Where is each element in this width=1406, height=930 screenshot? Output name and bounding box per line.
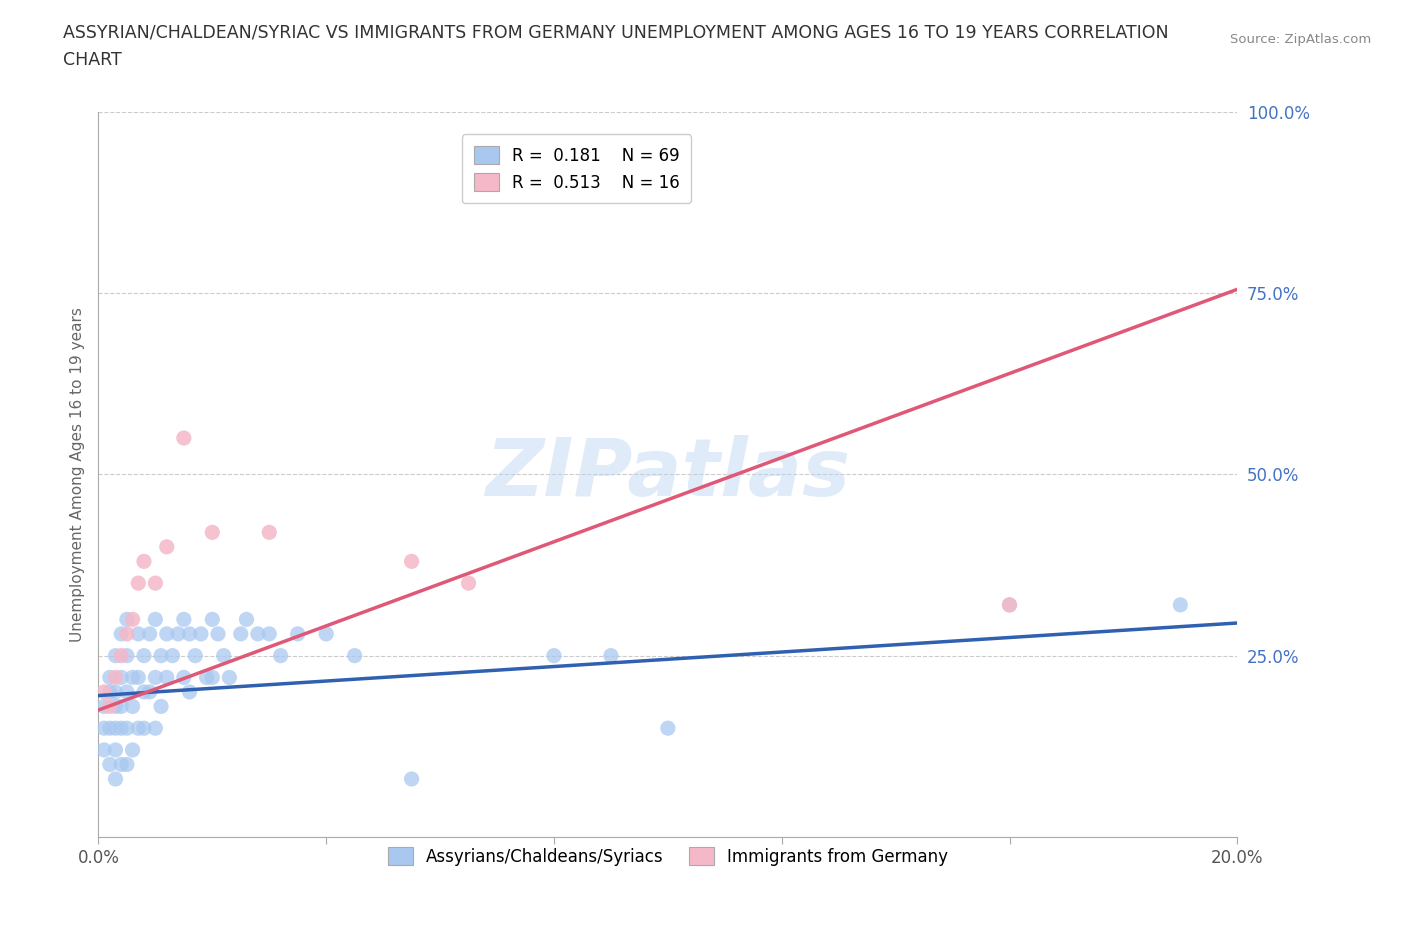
Point (98, 757, 121, 772)
Point (132, 648, 155, 663)
Point (98, 684, 121, 699)
Point (145, 721, 167, 736)
Point (201, 612, 224, 627)
Point (115, 648, 138, 663)
Point (121, 699, 143, 714)
Point (93, 721, 115, 736)
Point (179, 627, 201, 642)
Point (287, 627, 309, 642)
Point (270, 648, 292, 663)
Point (235, 612, 257, 627)
Point (600, 648, 623, 663)
Point (150, 699, 173, 714)
Point (190, 627, 212, 642)
Point (98, 670, 121, 684)
Text: Source: ZipAtlas.com: Source: ZipAtlas.com (1230, 33, 1371, 46)
Point (115, 627, 138, 642)
Point (93, 699, 115, 714)
Point (179, 684, 201, 699)
Point (115, 757, 138, 772)
Point (457, 576, 479, 591)
Point (115, 684, 138, 699)
Point (98, 721, 121, 736)
Point (138, 684, 160, 699)
Point (259, 525, 281, 539)
Point (343, 648, 366, 663)
Point (110, 699, 132, 714)
Point (212, 648, 235, 663)
Point (201, 525, 224, 539)
Point (121, 742, 143, 757)
Text: CHART: CHART (63, 51, 122, 69)
Point (150, 648, 173, 663)
Point (998, 597, 1021, 612)
Point (132, 554, 155, 569)
Y-axis label: Unemployment Among Ages 16 to 19 years: Unemployment Among Ages 16 to 19 years (69, 307, 84, 642)
Point (138, 627, 160, 642)
Point (657, 721, 679, 736)
Point (115, 612, 138, 627)
Point (121, 612, 143, 627)
Point (998, 597, 1021, 612)
Point (115, 721, 138, 736)
Point (184, 648, 207, 663)
Point (315, 627, 337, 642)
Point (156, 539, 179, 554)
Point (543, 648, 565, 663)
Point (145, 612, 167, 627)
Point (401, 772, 423, 787)
Point (93, 742, 115, 757)
Point (127, 721, 149, 736)
Point (156, 627, 179, 642)
Point (104, 670, 127, 684)
Point (195, 670, 218, 684)
Point (173, 670, 195, 684)
Point (145, 576, 167, 591)
Point (246, 627, 269, 642)
Point (104, 742, 127, 757)
Text: ZIPatlas: ZIPatlas (485, 435, 851, 513)
Point (121, 670, 143, 684)
Point (201, 670, 224, 684)
Point (132, 721, 155, 736)
Point (104, 699, 127, 714)
Point (145, 670, 167, 684)
Text: ASSYRIAN/CHALDEAN/SYRIAC VS IMMIGRANTS FROM GERMANY UNEMPLOYMENT AMONG AGES 16 T: ASSYRIAN/CHALDEAN/SYRIAC VS IMMIGRANTS F… (63, 23, 1168, 41)
Point (110, 721, 132, 736)
Point (401, 554, 423, 569)
Point (1170, 597, 1192, 612)
Point (127, 670, 149, 684)
Point (162, 648, 184, 663)
Point (104, 721, 127, 736)
Point (110, 627, 132, 642)
Point (104, 648, 127, 663)
Point (207, 627, 229, 642)
Point (259, 627, 281, 642)
Point (218, 670, 240, 684)
Point (110, 757, 132, 772)
Point (132, 684, 155, 699)
Point (110, 670, 132, 684)
Point (156, 670, 179, 684)
Point (127, 576, 149, 591)
Point (104, 772, 127, 787)
Point (173, 612, 195, 627)
Point (173, 431, 195, 445)
Point (127, 627, 149, 642)
Point (110, 648, 132, 663)
Point (229, 627, 252, 642)
Point (167, 627, 190, 642)
Point (104, 684, 127, 699)
Point (98, 699, 121, 714)
Point (93, 684, 115, 699)
Legend: Assyrians/Chaldeans/Syriacs, Immigrants from Germany: Assyrians/Chaldeans/Syriacs, Immigrants … (381, 840, 955, 872)
